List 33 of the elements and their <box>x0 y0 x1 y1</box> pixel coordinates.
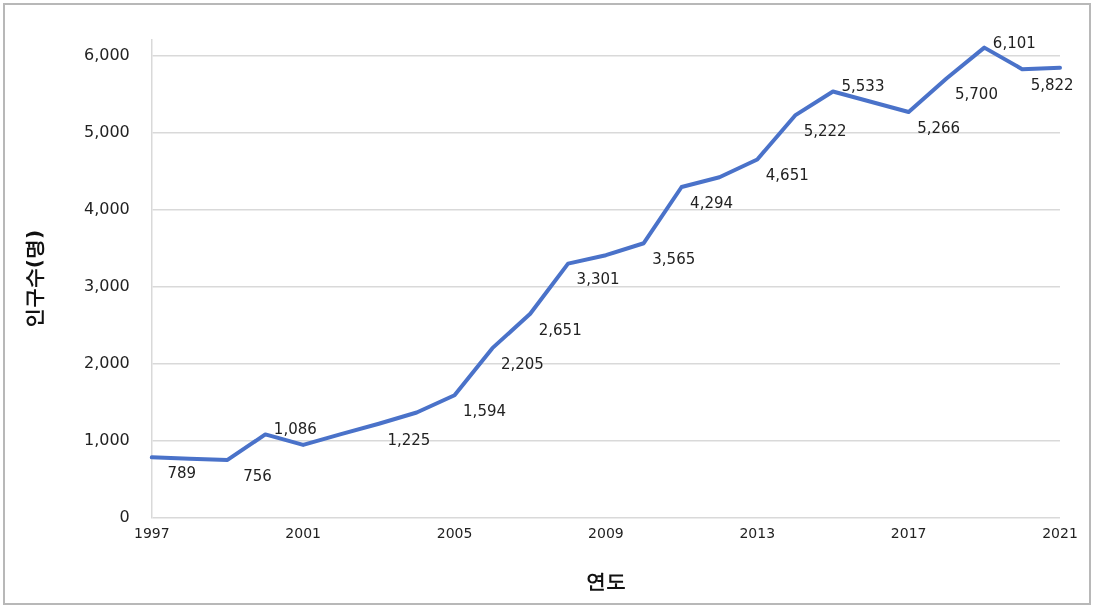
data-label: 789 <box>167 464 197 483</box>
x-tick-label: 2009 <box>588 525 624 542</box>
data-label: 2,205 <box>500 355 544 374</box>
data-label: 3,301 <box>576 270 620 289</box>
data-label: 1,086 <box>273 420 317 439</box>
data-label: 4,294 <box>690 193 734 212</box>
data-label: 756 <box>243 466 272 485</box>
y-tick-label: 6,000 <box>83 44 130 64</box>
x-tick-label: 2013 <box>739 525 776 542</box>
x-tick-label: 1997 <box>133 525 170 542</box>
y-axis-title: 인구수(명) <box>22 229 47 329</box>
y-tick-label: 0 <box>119 507 130 527</box>
data-label: 4,651 <box>765 166 809 185</box>
x-tick-label: 2001 <box>285 525 321 542</box>
data-label: 5,533 <box>841 77 885 96</box>
y-tick-label: 5,000 <box>83 121 130 141</box>
data-label: 2,651 <box>538 320 582 339</box>
y-tick-label: 2,000 <box>83 353 130 373</box>
y-tick-label: 3,000 <box>83 275 130 295</box>
data-label: 1,594 <box>463 402 507 421</box>
x-axis-title: 연도 <box>585 569 626 594</box>
data-label: 5,222 <box>803 122 847 141</box>
data-label: 6,101 <box>992 33 1036 52</box>
data-label: 5,822 <box>1030 76 1074 95</box>
data-label: 3,565 <box>652 250 696 269</box>
data-label: 5,700 <box>955 85 998 104</box>
y-tick-label: 1,000 <box>83 430 130 450</box>
x-tick-label: 2017 <box>890 525 927 542</box>
y-tick-label: 4,000 <box>83 198 130 218</box>
data-label: 5,266 <box>917 118 961 137</box>
data-label: 1,225 <box>387 430 431 449</box>
x-tick-label: 2021 <box>1042 525 1078 542</box>
x-tick-label: 2005 <box>436 525 473 542</box>
